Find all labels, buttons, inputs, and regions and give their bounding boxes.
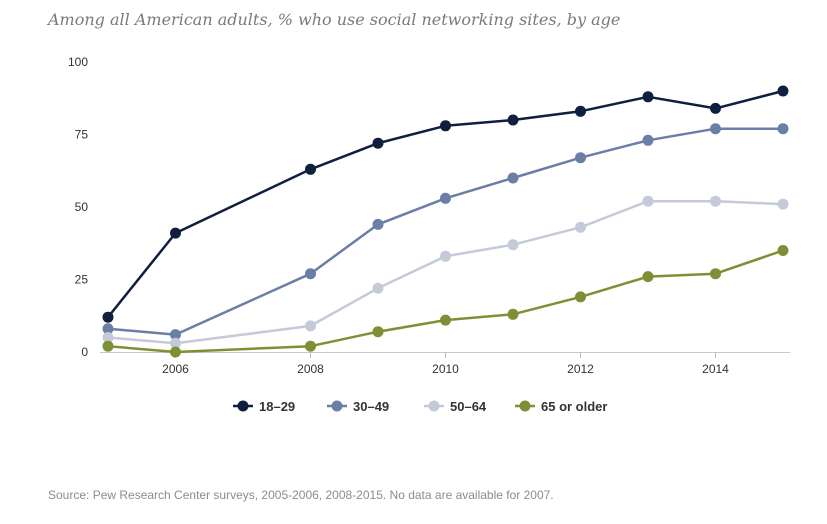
data-point	[710, 102, 721, 114]
x-tick-label: 2014	[702, 362, 729, 376]
data-point	[440, 120, 451, 132]
series-line-2	[107, 127, 783, 336]
legend-label: 65 or older	[541, 399, 607, 414]
data-point	[170, 337, 181, 349]
legend: 18–29 30–49 50–64 65 or older	[233, 399, 607, 414]
series-line-1	[107, 89, 784, 318]
data-point	[575, 105, 586, 117]
legend-label: 50–64	[450, 399, 487, 414]
data-point	[305, 320, 316, 332]
y-axis: 0 25 50 75 100	[68, 55, 88, 359]
x-tick-label: 2010	[432, 362, 459, 376]
x-tick-label: 2008	[297, 362, 324, 376]
data-point	[777, 123, 789, 135]
data-point	[777, 245, 789, 256]
data-point	[710, 123, 721, 135]
data-point	[507, 114, 519, 126]
x-tick-label: 2006	[162, 362, 189, 376]
y-tick-label: 50	[75, 200, 89, 214]
data-point	[710, 268, 721, 280]
chart-title: Among all American adults, % who use soc…	[48, 10, 621, 29]
legend-label: 18–29	[259, 399, 295, 414]
data-point	[170, 227, 181, 239]
series-line-3	[107, 199, 784, 345]
legend-marker	[519, 400, 531, 412]
series-lines	[107, 89, 784, 354]
data-point	[372, 218, 384, 230]
data-point	[575, 221, 586, 233]
data-point	[102, 323, 114, 335]
y-tick-label: 75	[75, 128, 89, 142]
data-point	[642, 195, 654, 207]
data-point	[102, 332, 114, 343]
data-point	[305, 340, 316, 352]
data-point	[642, 91, 654, 103]
legend-marker	[428, 400, 440, 412]
data-point	[440, 192, 451, 204]
legend-marker	[331, 400, 343, 412]
data-point	[710, 195, 721, 207]
data-point	[170, 346, 181, 358]
data-point	[642, 134, 654, 146]
data-point	[777, 198, 789, 210]
data-point	[507, 172, 519, 184]
y-tick-label: 0	[81, 345, 88, 359]
data-point	[507, 308, 519, 320]
data-point	[305, 268, 316, 280]
data-point	[372, 282, 384, 294]
data-point	[642, 271, 654, 283]
data-point	[440, 250, 451, 262]
x-axis: 2006 2008 2010 2012 2014	[100, 352, 790, 376]
series-line-4	[107, 249, 784, 354]
series-points	[102, 85, 789, 358]
data-point	[507, 239, 519, 251]
legend-label: 30–49	[353, 399, 389, 414]
y-tick-label: 25	[75, 273, 89, 287]
data-point	[372, 326, 384, 338]
y-tick-label: 100	[68, 55, 88, 69]
x-tick-label: 2012	[567, 362, 594, 376]
data-point	[305, 163, 316, 175]
data-point	[170, 329, 181, 341]
data-point	[575, 291, 586, 303]
data-point	[102, 311, 114, 323]
data-point	[440, 314, 451, 326]
data-point	[372, 137, 384, 149]
data-point	[102, 340, 114, 352]
data-point	[777, 85, 789, 97]
data-point	[575, 152, 586, 164]
legend-marker	[237, 400, 249, 412]
source-note: Source: Pew Research Center surveys, 200…	[48, 488, 554, 502]
